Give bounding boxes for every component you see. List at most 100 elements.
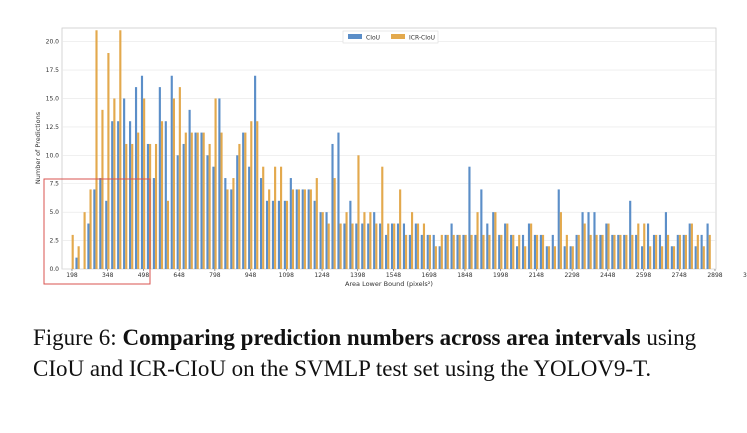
bar-ciou: [170, 75, 173, 269]
x-tick-label: 2298: [564, 272, 579, 279]
bar-icr-ciou: [452, 234, 455, 269]
y-tick-label: 12.5: [46, 124, 60, 131]
bar-icr-ciou: [363, 212, 366, 269]
bar-icr-ciou: [274, 166, 277, 269]
bar-icr-ciou: [297, 189, 301, 269]
bar-ciou: [200, 132, 203, 269]
bar-ciou: [664, 212, 667, 269]
bar-icr-ciou: [232, 178, 235, 269]
bar-ciou: [105, 200, 108, 269]
bar-ciou: [623, 234, 626, 269]
bar-icr-ciou: [428, 234, 431, 269]
bar-ciou: [390, 223, 394, 269]
bar-icr-ciou: [381, 166, 384, 269]
y-tick-label: 17.5: [46, 67, 60, 74]
legend-label-ciou: CIoU: [366, 35, 380, 42]
bar-ciou: [277, 200, 280, 269]
legend-label-icr-ciou: ICR-CIoU: [409, 35, 435, 42]
bar-icr-ciou: [387, 223, 390, 269]
bar-ciou: [301, 189, 304, 269]
bar-ciou: [188, 109, 191, 269]
bar-ciou: [432, 234, 435, 269]
bar-icr-ciou: [309, 189, 312, 269]
bar-ciou: [646, 223, 650, 269]
bar-icr-ciou: [345, 212, 348, 269]
bar-icr-ciou: [649, 246, 652, 269]
bar-ciou: [283, 200, 286, 269]
bar-ciou: [438, 246, 441, 269]
y-tick-label: 7.5: [49, 181, 59, 188]
x-axis-ticks: 198 348 498 648 798 948 1098 1248 1398 1548 1698 18…: [66, 269, 747, 279]
x-tick-label: 1548: [386, 272, 401, 279]
bar-icr-ciou: [458, 234, 461, 269]
bar-icr-ciou: [303, 189, 306, 269]
bar-ciou: [599, 234, 602, 269]
bar-ciou: [426, 234, 429, 269]
bar-ciou: [670, 246, 673, 269]
bar-ciou: [349, 200, 352, 269]
bar-icr-ciou: [500, 234, 503, 269]
x-tick-label: 648: [173, 272, 185, 279]
bar-ciou: [355, 223, 358, 269]
bar-icr-ciou: [494, 212, 497, 269]
y-axis-label: Number of Predictions: [34, 111, 42, 184]
bar-ciou: [152, 178, 155, 269]
bar-icr-ciou: [83, 212, 86, 269]
bar-ciou: [373, 212, 376, 269]
x-tick-label: 2898: [707, 272, 722, 279]
bar-ciou: [408, 234, 411, 269]
x-tick-label: 2748: [672, 272, 687, 279]
bar-icr-ciou: [440, 234, 443, 269]
bar-icr-ciou: [357, 155, 360, 269]
bar-icr-ciou: [541, 234, 545, 269]
bar-ciou: [629, 200, 632, 269]
bar-icr-ciou: [184, 132, 187, 269]
bar-icr-ciou: [131, 143, 134, 269]
bar-icr-ciou: [518, 234, 521, 269]
bar-icr-ciou: [625, 234, 628, 269]
bar-ciou: [635, 234, 638, 269]
bar-ciou: [486, 223, 489, 269]
bar-icr-ciou: [262, 166, 265, 269]
x-tick-label: 198: [66, 272, 78, 279]
bar-icr-ciou: [690, 223, 693, 269]
bar-icr-ciou: [190, 132, 193, 269]
bar-ciou: [402, 223, 406, 269]
bar-ciou: [182, 143, 185, 269]
bar-ciou: [682, 234, 685, 269]
y-axis-ticks: 0.0 2.5 5.0 7.5 10.0 12.5 15.0 17.5 20.0: [46, 39, 60, 273]
bar-icr-ciou: [601, 234, 604, 269]
bar-ciou: [474, 234, 477, 269]
bar-icr-ciou: [333, 178, 336, 269]
bar-icr-ciou: [661, 246, 664, 269]
bar-ciou: [319, 212, 322, 269]
bar-ciou: [93, 189, 96, 269]
bar-ciou: [658, 234, 662, 269]
x-tick-label: 2448: [600, 272, 615, 279]
bar-ciou: [75, 257, 78, 269]
bar-ciou: [140, 75, 144, 269]
bar-ciou: [134, 87, 138, 269]
bar-icr-ciou: [375, 223, 378, 269]
bar-icr-ciou: [137, 132, 140, 269]
bar-icr-ciou: [506, 223, 509, 269]
legend-swatch-icr-ciou: [391, 34, 405, 39]
bar-icr-ciou: [250, 121, 253, 269]
bar-ciou: [563, 246, 566, 269]
bar-ciou: [265, 200, 269, 269]
bar-ciou: [129, 121, 132, 269]
bar-ciou: [539, 234, 542, 269]
bar-ciou: [331, 143, 334, 269]
bar-icr-ciou: [595, 234, 598, 269]
bar-ciou: [700, 234, 703, 269]
bar-icr-ciou: [208, 143, 211, 269]
y-tick-label: 0.0: [49, 266, 59, 273]
bar-icr-ciou: [154, 143, 158, 269]
bar-icr-ciou: [678, 234, 682, 269]
bar-icr-ciou: [410, 212, 414, 269]
bar-ciou: [164, 121, 167, 269]
bar-ciou: [123, 98, 126, 269]
bar-ciou: [313, 200, 316, 269]
bar-ciou: [581, 212, 584, 269]
x-tick-label: 798: [209, 272, 221, 279]
